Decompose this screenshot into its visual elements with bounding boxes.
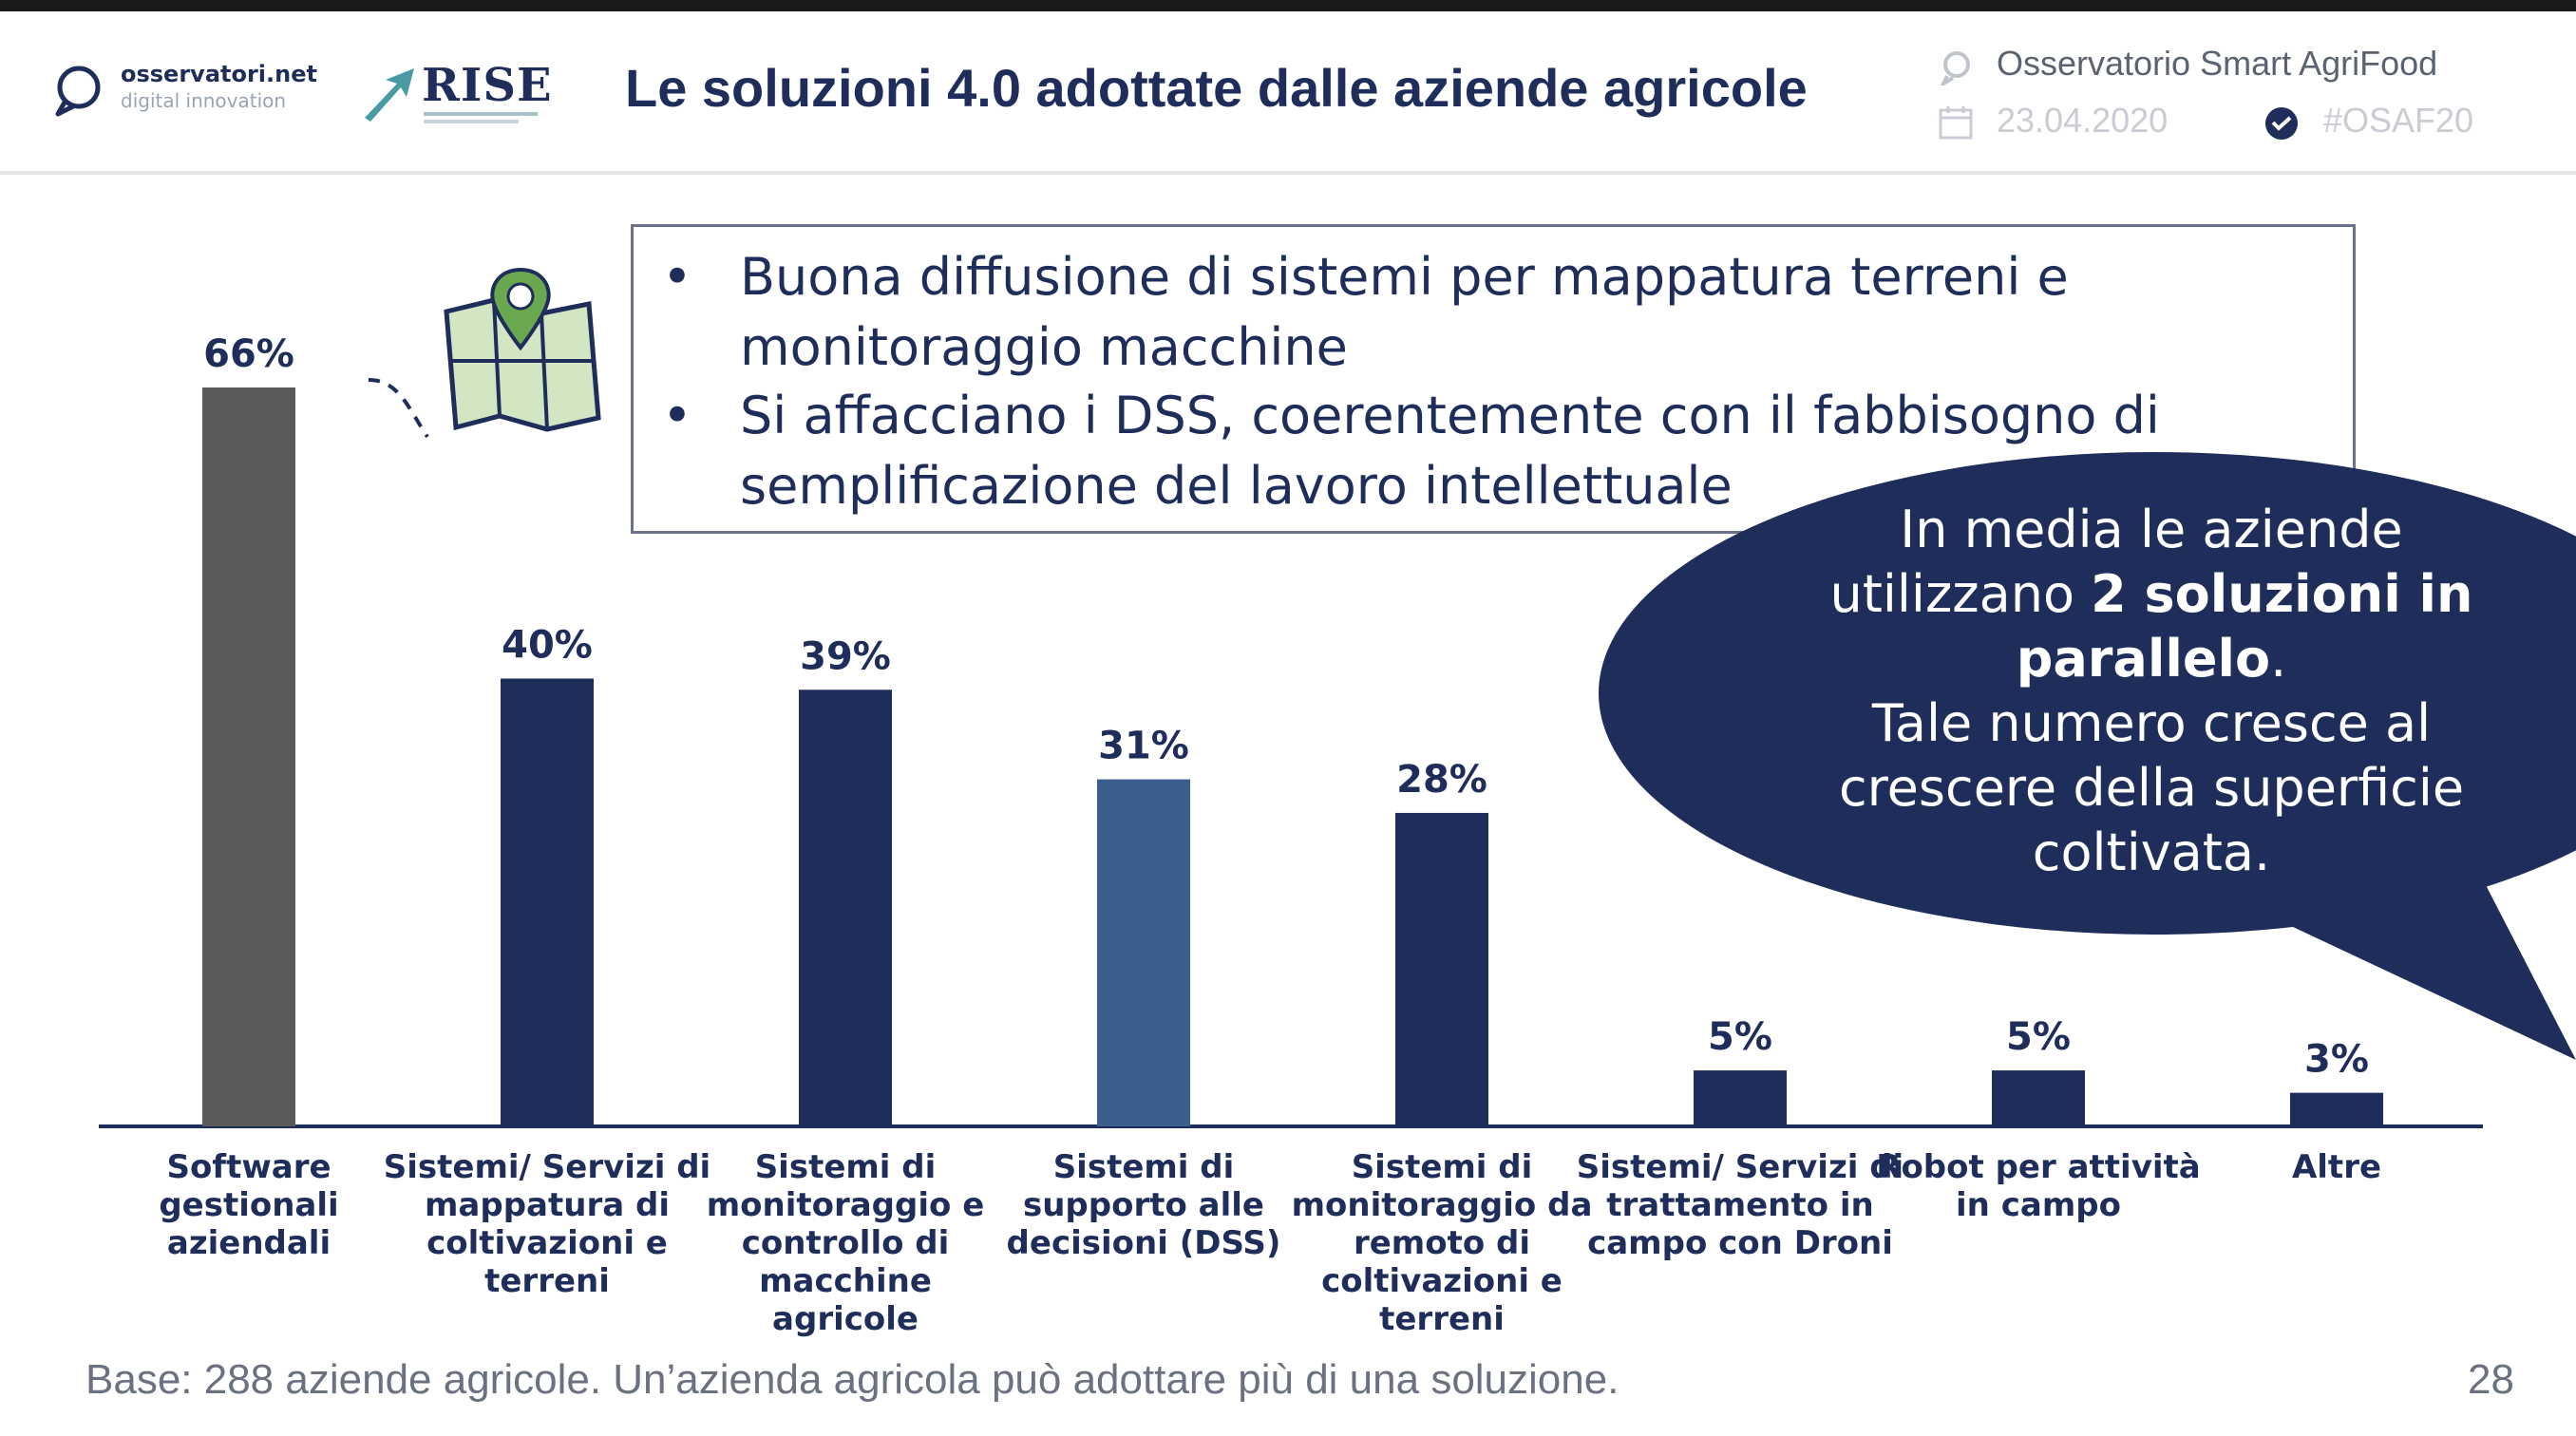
bullet-dot-icon: • — [662, 247, 692, 307]
header-divider — [0, 171, 2576, 175]
category-label: Software gestionali aziendali — [159, 1148, 338, 1262]
bar — [1097, 779, 1190, 1126]
calendar-icon — [1939, 106, 1973, 140]
rise-logo-text: RISE — [422, 59, 553, 112]
bar-value-label: 66% — [203, 332, 294, 376]
bar — [1395, 812, 1488, 1126]
rise-logo-tagline-line — [424, 120, 519, 123]
rise-logo: RISE — [359, 59, 568, 135]
bar — [202, 387, 295, 1126]
page-number: 28 — [2468, 1356, 2514, 1403]
location-icon — [1940, 51, 1970, 85]
callout-line: coltivata. — [2032, 822, 2271, 882]
category-label: Sistemi di monitoraggio da remoto di coltiv… — [1292, 1148, 1593, 1338]
event-hashtag: #OSAF20 — [2323, 101, 2474, 140]
twitter-icon — [2265, 107, 2298, 140]
category-label: Sistemi/ Servizi di mappatura di coltivazi… — [384, 1148, 710, 1300]
event-date: 23.04.2020 — [1997, 101, 2169, 140]
category-label: Sistemi di supporto alle decisioni (DSS) — [1007, 1148, 1281, 1262]
slide-top-border — [0, 0, 2576, 11]
bar-value-label: 40% — [502, 623, 593, 667]
osservatori-logo-text: osservatori.net — [121, 61, 317, 87]
bar — [1694, 1070, 1787, 1126]
rise-arrow-icon — [365, 68, 414, 122]
insight-text: Si affacciano i DSS, coerentemente con i… — [740, 386, 2160, 516]
bar — [1992, 1070, 2085, 1126]
category-label: Altre — [2292, 1148, 2381, 1186]
bar-value-label: 31% — [1098, 725, 1189, 768]
callout-text-bold: parallelo — [2016, 629, 2271, 689]
map-pin-icon — [368, 267, 601, 439]
bar-value-label: 3% — [2304, 1038, 2369, 1082]
osservatori-logo-subtext: digital innovation — [121, 89, 287, 112]
category-label: Sistemi/ Servizi di trattamento in campo c… — [1577, 1148, 1904, 1262]
callout-text-normal: . — [2270, 629, 2287, 689]
bar-value-label: 28% — [1396, 758, 1487, 802]
footer-note: Base: 288 aziende agricole. Un’azienda a… — [85, 1356, 1619, 1403]
insight-text: Buona diffusione di sistemi per mappatur… — [740, 247, 2069, 377]
slide-header — [0, 11, 2576, 171]
callout-line: utilizzano 2 soluzioni in — [1786, 562, 2517, 627]
bar-value-label: 5% — [1708, 1015, 1772, 1059]
bullet-dot-icon: • — [662, 386, 692, 445]
bar-value-label: 5% — [2006, 1015, 2071, 1059]
bar-value-label: 39% — [800, 634, 891, 678]
category-label: Robot per attività in campo — [1876, 1148, 2200, 1224]
osservatori-logo: osservatori.net digital innovation — [52, 59, 337, 125]
callout-text-bold: 2 soluzioni in — [2091, 564, 2473, 624]
callout-line: In media le aziende — [1900, 500, 2403, 559]
rise-logo-tagline-line — [424, 112, 538, 116]
callout-line: parallelo. — [1786, 627, 2517, 691]
callout-line: crescere della superficie — [1838, 758, 2465, 818]
callout-text-normal: utilizzano — [1829, 564, 2092, 624]
callout-line: Tale numero cresce al — [1871, 693, 2432, 753]
bar — [501, 678, 594, 1126]
category-label: Sistemi di monitoraggio e controllo di macc… — [707, 1148, 985, 1338]
bar — [2290, 1092, 2383, 1126]
page-title: Le soluzioni 4.0 adottate dalle aziende … — [625, 58, 1808, 118]
event-name: Osservatorio Smart AgriFood — [1997, 44, 2438, 83]
osservatori-logo-icon — [55, 66, 101, 117]
callout-text: In media le aziende utilizzano 2 soluzio… — [1786, 498, 2517, 885]
bar — [799, 690, 892, 1126]
